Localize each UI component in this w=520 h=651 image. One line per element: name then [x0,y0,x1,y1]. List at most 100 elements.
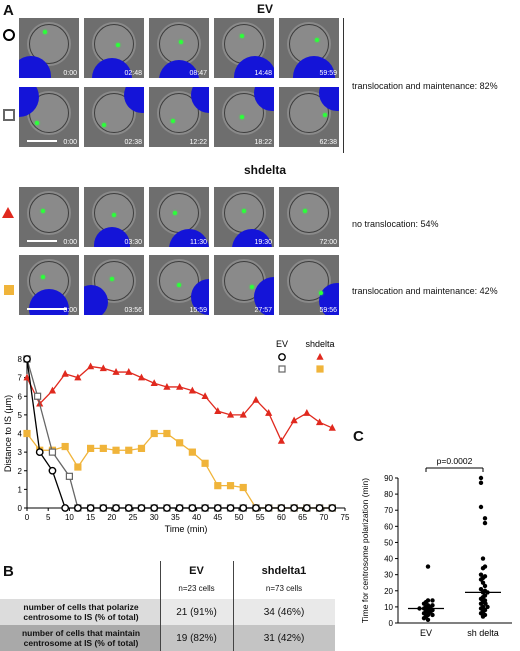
centrosome-dot [242,209,246,213]
ev-translocation-label: translocation and maintenance: 82% [352,81,498,91]
timestamp-label: 14:48 [254,70,272,77]
data-point-circle [35,448,44,457]
cell-outline [159,193,199,233]
x-tick-label: 45 [213,513,222,522]
y-tick-label: 1 [18,485,23,494]
data-point-circle [264,504,273,512]
nucleus-blob [159,60,199,78]
col-sh-header: shdelta1 [261,565,307,577]
data-point [478,480,484,486]
panel-letter-a: A [3,2,14,19]
y-tick-label: 80 [384,490,393,499]
timestamp-label: 0:00 [63,307,77,314]
y-tick-label: 40 [384,555,393,564]
cell-outline [289,193,329,233]
data-point-triangle [112,368,120,375]
centrosome-dot [110,277,114,281]
cell-outline [159,24,199,64]
microscopy-image-tile: 62:38 [279,87,339,147]
no-translocation-label: no translocation: 54% [352,219,439,229]
shdelta-yellow-square-icon [4,285,14,295]
y-tick-label: 8 [18,355,23,364]
y-tick-label: 5 [18,411,23,420]
centrosome-dot [179,40,183,44]
data-point-circle [163,504,171,512]
microscopy-image-tile: 08:47 [149,18,209,78]
timestamp-label: 62:38 [319,139,337,146]
data-point [480,556,486,561]
microscopy-image-tile: 14:48 [214,18,274,78]
timestamp-label: 11:30 [190,239,207,246]
data-point-circle [239,504,248,512]
microscopy-image-tile: 19:30 [214,187,274,247]
series-line [26,365,333,443]
scatter-series [408,564,444,622]
centrosome-dot [240,115,244,119]
nucleus-blob [191,87,209,113]
chart-legend: EV shdelta [276,339,335,373]
centrosome-dot [171,119,175,123]
row1-label: number of cells that polarize centrosome… [23,602,139,622]
data-point-square [48,448,57,456]
data-point-square [112,446,120,454]
data-point-circle [315,504,324,512]
row2-label-bg [0,625,160,651]
category-label: sh delta [467,628,499,638]
data-point-triangle [226,410,235,418]
data-point [478,586,484,592]
data-point-square [74,463,82,471]
series-group [23,355,336,512]
x-tick-label: 55 [256,513,265,522]
data-point-circle [61,504,70,512]
scale-bar [27,240,57,242]
timestamp-label: 12:22 [189,139,207,146]
x-tick-label: 5 [46,513,51,522]
data-point-triangle [303,409,311,416]
data-point-circle [23,355,31,363]
data-point [478,611,484,616]
data-point-circle [290,504,299,512]
y-tick-label: 50 [384,538,393,547]
data-point-circle [99,504,108,512]
centrosome-dot [102,123,106,127]
data-point [425,564,431,569]
nucleus-blob [319,283,339,315]
cell-outline [159,93,199,133]
data-point-square [137,444,146,453]
data-point-triangle [150,379,158,387]
data-point [478,572,484,577]
data-point-circle [137,504,146,512]
row2-sh: 31 (42%) [263,632,305,644]
x-tick-label: 25 [129,513,138,522]
series-group [23,355,337,512]
data-point [483,601,488,606]
data-point-triangle [201,392,209,400]
data-point-square [150,429,158,438]
microscopy-image-tile: 59:56 [279,255,339,315]
y-tick-label: 60 [384,522,393,531]
data-point-circle [226,504,235,512]
y-tick-label: 70 [384,506,393,515]
data-point-square [86,444,95,453]
data-point-circle [188,504,197,512]
data-point [482,520,488,526]
data-point-triangle [163,382,171,390]
data-point-triangle [87,362,95,370]
legend-ev-label: EV [276,339,288,349]
data-point-triangle [188,386,196,394]
timestamp-label: 0:00 [63,70,77,77]
centrosome-dot [303,209,307,213]
data-point [480,580,486,585]
microscopy-image-tile: 72:00 [279,187,339,247]
data-point [482,583,488,589]
timestamp-label: 0:00 [63,239,77,246]
timestamp-label: 59:59 [319,70,337,77]
x-tick-label: 60 [277,513,286,522]
data-point-square [201,459,209,467]
microscopy-image-tile: 0:00 [19,87,79,147]
data-point-triangle [23,373,31,381]
data-point-square [226,482,235,490]
data-point-circle [124,504,133,512]
n-sh: n=73 cells [265,583,303,593]
